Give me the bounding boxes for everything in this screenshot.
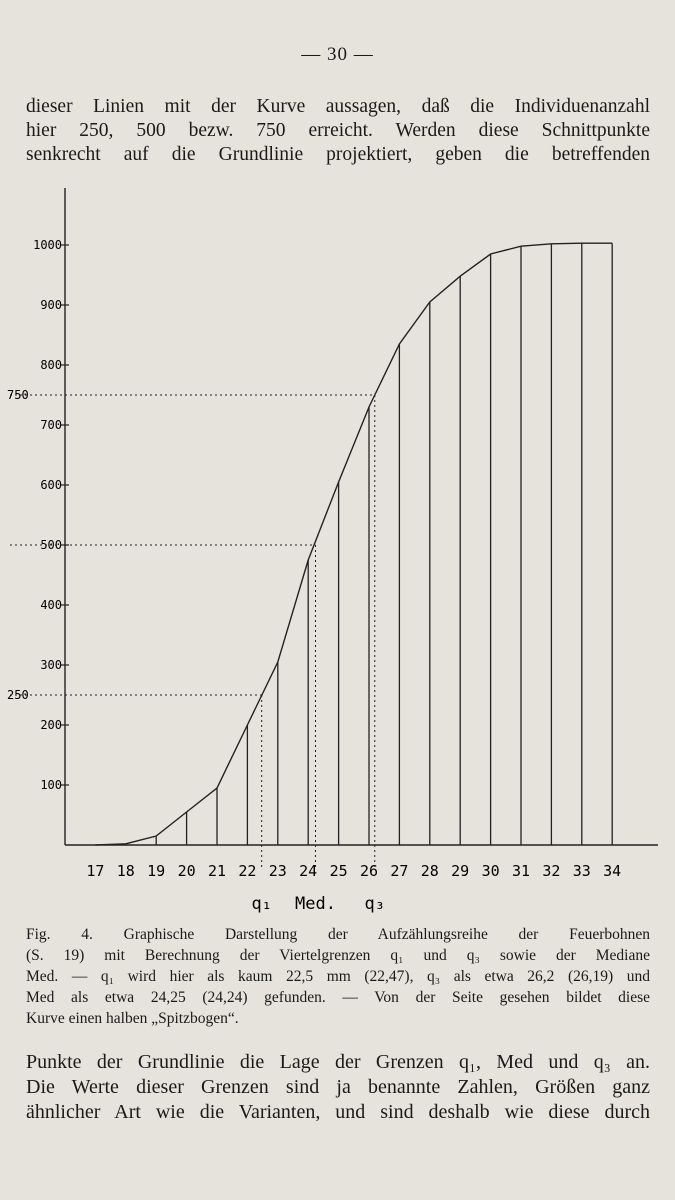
x-tick-label: 28 xyxy=(421,862,439,880)
x-tick-label: 26 xyxy=(360,862,378,880)
y-tick-label: 1000 xyxy=(33,238,62,252)
y-tick-label: 300 xyxy=(40,658,62,672)
y-tick-label: 400 xyxy=(40,598,62,612)
text-line: ähnlicher Art wie die Varianten, und sin… xyxy=(26,1101,650,1123)
x-tick-label: 25 xyxy=(330,862,348,880)
x-tick-label: 32 xyxy=(542,862,560,880)
outer-level-label: 750 xyxy=(7,388,29,402)
quartile-marker-label: q₃ xyxy=(365,894,385,914)
caption-line: Med als etwa 24,25 (24,24) gefunden. — V… xyxy=(26,989,650,1006)
x-tick-label: 29 xyxy=(451,862,469,880)
text-line: hier 250, 500 bezw. 750 erreicht. Werden… xyxy=(26,120,650,141)
caption-line: Fig. 4. Graphische Darstellung der Aufzä… xyxy=(26,926,650,943)
caption-line: Med. — q₁ wird hier als kaum 22,5 mm (22… xyxy=(26,968,650,985)
quartile-marker-label: Med. xyxy=(295,894,336,914)
x-tick-label: 17 xyxy=(86,862,104,880)
text-line: Punkte der Grundlinie die Lage der Grenz… xyxy=(26,1051,650,1073)
quartile-marker-label: q₁ xyxy=(251,894,271,914)
x-tick-label: 30 xyxy=(482,862,500,880)
y-tick-label: 900 xyxy=(40,298,62,312)
page-number: — 30 — xyxy=(301,44,374,65)
caption-line: Kurve einen halben „Spitzbogen“. xyxy=(26,1010,239,1027)
figure-caption: Fig. 4. Graphische Darstellung der Aufzä… xyxy=(26,924,650,1029)
outer-level-label: 250 xyxy=(7,688,29,702)
x-tick-label: 20 xyxy=(178,862,196,880)
y-tick-label: 100 xyxy=(40,778,62,792)
x-tick-label: 18 xyxy=(117,862,135,880)
y-tick-label: 800 xyxy=(40,358,62,372)
x-tick-label: 33 xyxy=(573,862,591,880)
intro-paragraph: dieser Linien mit der Kurve aussagen, da… xyxy=(26,95,650,167)
y-tick-label: 600 xyxy=(40,478,62,492)
x-tick-label: 21 xyxy=(208,862,226,880)
caption-line: (S. 19) mit Berechnung der Viertelgrenze… xyxy=(26,947,650,964)
x-tick-label: 19 xyxy=(147,862,165,880)
text-line: Die Werte dieser Grenzen sind ja benannt… xyxy=(26,1076,650,1098)
x-tick-label: 27 xyxy=(390,862,408,880)
text-line: dieser Linien mit der Kurve aussagen, da… xyxy=(26,96,650,117)
x-tick-label: 31 xyxy=(512,862,530,880)
x-tick-label: 22 xyxy=(238,862,256,880)
x-tick-label: 34 xyxy=(603,862,621,880)
text-line: senkrecht auf die Grundlinie projektiert… xyxy=(26,144,650,165)
data-curve xyxy=(95,242,613,846)
outro-paragraph: Punkte der Grundlinie die Lage der Grenz… xyxy=(26,1050,650,1125)
y-tick-label: 200 xyxy=(40,718,62,732)
y-tick-label: 700 xyxy=(40,418,62,432)
x-tick-label: 24 xyxy=(299,862,317,880)
x-tick-label: 23 xyxy=(269,862,287,880)
